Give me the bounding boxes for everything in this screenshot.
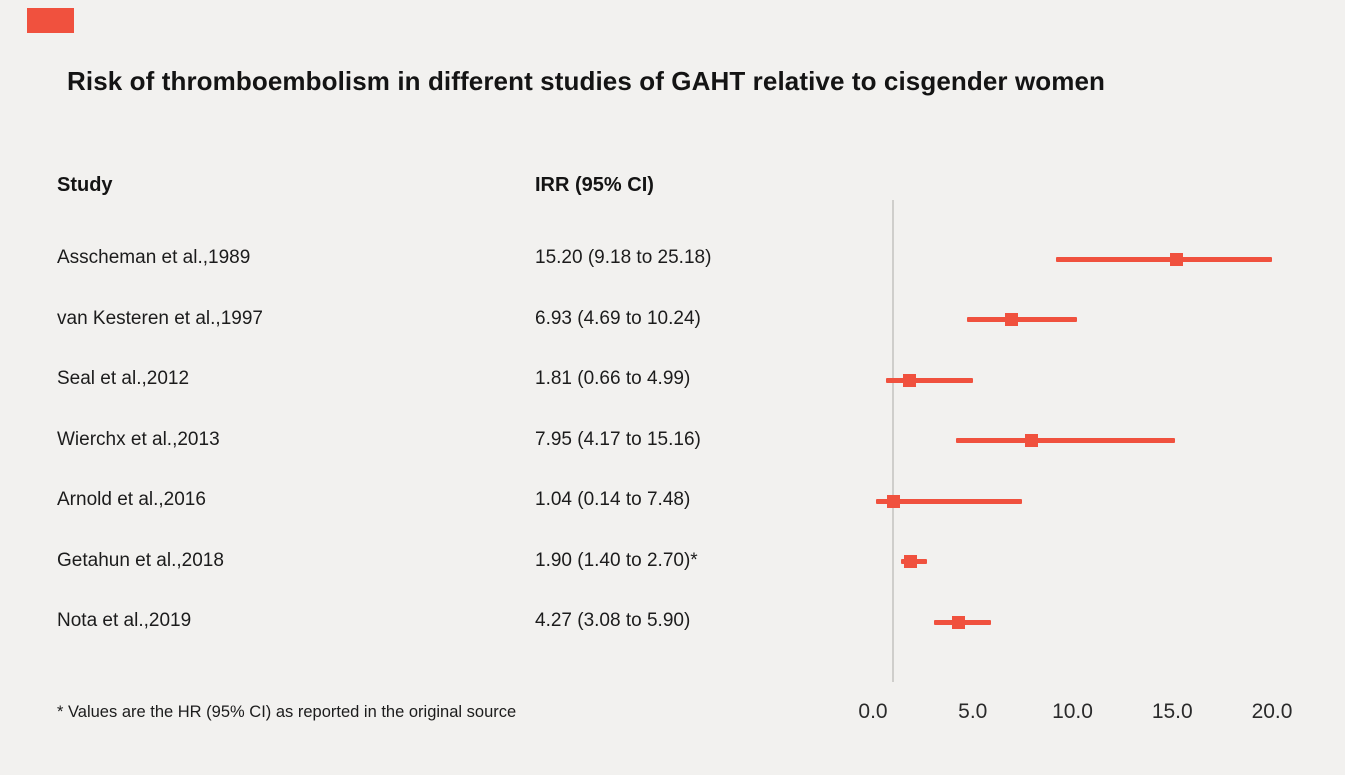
point-estimate-marker — [1004, 313, 1018, 326]
point-estimate-marker — [951, 615, 965, 629]
brand-mark — [27, 8, 74, 33]
study-name: van Kesteren et al.,1997 — [57, 307, 263, 329]
effect-estimate-text: 1.81 (0.66 to 4.99) — [535, 368, 691, 389]
effect-estimate-text: 1.04 (0.14 to 7.48) — [535, 489, 691, 510]
study-name: Wierchx et al.,2013 — [57, 428, 220, 450]
study-name: Seal et al.,2012 — [57, 368, 190, 389]
study-name: Getahun et al.,2018 — [57, 549, 224, 571]
point-estimate-marker — [902, 373, 916, 387]
confidence-interval-line — [875, 498, 1023, 504]
point-estimate-marker — [904, 555, 918, 568]
study-name: Asscheman et al.,1989 — [57, 247, 251, 268]
effect-estimate-text: 6.93 (4.69 to 10.24) — [535, 307, 701, 329]
study-name: Nota et al.,2019 — [57, 610, 192, 631]
column-header-study: Study — [57, 174, 113, 196]
x-axis-tick-label: 20.0 — [1251, 700, 1293, 723]
point-estimate-marker — [887, 494, 901, 508]
x-axis-tick-label: 0.0 — [858, 700, 888, 723]
confidence-interval-line — [1056, 256, 1272, 262]
x-axis-tick-label: 15.0 — [1151, 700, 1193, 723]
footnote: * Values are the HR (95% CI) as reported… — [57, 703, 517, 721]
confidence-interval-line — [966, 317, 1078, 322]
x-axis-tick-label: 10.0 — [1052, 700, 1093, 723]
point-estimate-marker — [1169, 252, 1183, 266]
column-header-irr: IRR (95% CI) — [535, 174, 654, 196]
effect-estimate-text: 15.20 (9.18 to 25.18) — [535, 247, 712, 268]
chart-title: Risk of thromboembolism in different stu… — [67, 66, 1106, 96]
reference-line — [891, 200, 894, 682]
x-axis-tick-label: 5.0 — [958, 700, 988, 723]
study-name: Arnold et al.,2016 — [57, 489, 206, 510]
effect-estimate-text: 7.95 (4.17 to 15.16) — [535, 428, 701, 450]
confidence-interval-line — [956, 438, 1176, 443]
effect-estimate-text: 1.90 (1.40 to 2.70)* — [535, 549, 698, 571]
confidence-interval-line — [886, 377, 973, 383]
effect-estimate-text: 4.27 (3.08 to 5.90) — [535, 610, 691, 631]
point-estimate-marker — [1025, 434, 1039, 447]
